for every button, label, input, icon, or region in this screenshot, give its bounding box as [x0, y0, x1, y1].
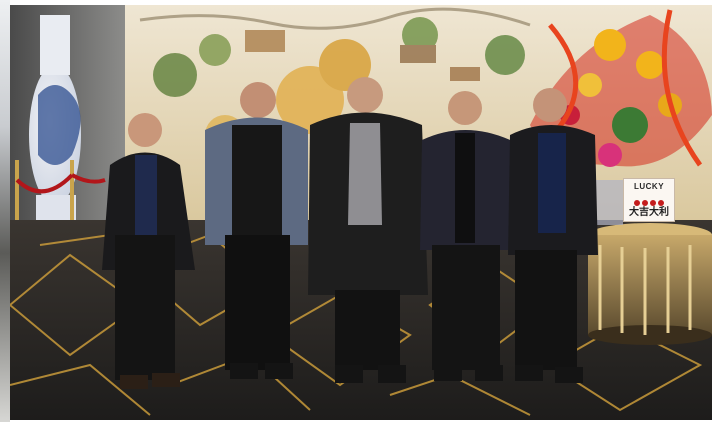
person-4 [420, 91, 515, 381]
left-edge-strip [0, 0, 10, 422]
person-5 [508, 88, 598, 383]
gold-table [588, 180, 712, 345]
person-3 [308, 77, 428, 383]
person-2 [205, 82, 308, 379]
group-photo [10, 5, 712, 420]
person-1 [102, 113, 195, 389]
stanchion-rope [15, 160, 106, 230]
lucky-sign: LUCKY 大吉大利 [623, 178, 675, 222]
porcelain-vase [29, 15, 81, 225]
lucky-sign-english: LUCKY [633, 182, 665, 191]
lucky-sign-dots [624, 193, 674, 206]
lucky-sign-chinese: 大吉大利 [629, 207, 669, 218]
